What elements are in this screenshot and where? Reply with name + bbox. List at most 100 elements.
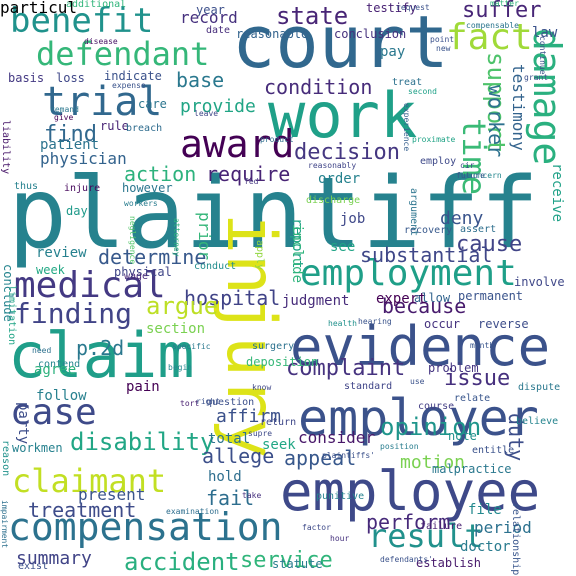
word: injure: [64, 183, 101, 194]
word: allege: [202, 444, 275, 468]
word: condition: [264, 75, 373, 99]
word: record: [180, 8, 238, 27]
word: trial: [42, 79, 163, 125]
word: surgery: [252, 341, 295, 352]
word: tort: [180, 399, 200, 408]
word: supre: [248, 429, 273, 438]
word: base: [176, 68, 225, 92]
word: assert: [460, 224, 497, 235]
word: compensation: [8, 505, 283, 549]
word: disability: [70, 428, 215, 456]
word: cause: [456, 232, 523, 257]
word: patient: [40, 137, 100, 153]
word: provide: [180, 96, 256, 117]
word: seek: [262, 437, 296, 453]
word: follow: [36, 388, 87, 404]
word: perform: [366, 510, 451, 534]
word: disease: [84, 37, 118, 46]
word: plaintiffs': [322, 451, 375, 460]
word: fact: [446, 17, 533, 58]
word: pay: [380, 44, 406, 60]
word: request: [396, 3, 430, 12]
word: cir: [460, 161, 475, 170]
word: allow: [414, 291, 451, 305]
word: point: [430, 35, 455, 44]
word: conduct: [194, 261, 237, 272]
word: defendants': [380, 555, 433, 564]
word: new: [436, 44, 451, 53]
word: include: [289, 224, 305, 284]
word: benefit: [10, 1, 154, 41]
word: employment: [300, 253, 517, 294]
word: deposition: [246, 355, 319, 369]
word: hour: [330, 534, 350, 543]
word: consider: [298, 428, 376, 447]
word: expense: [112, 81, 146, 90]
word: date: [206, 25, 231, 36]
word: thus: [14, 181, 39, 192]
word: p.2d: [76, 336, 125, 360]
word: evidence: [290, 315, 551, 378]
word: employee: [280, 460, 541, 523]
word: because: [382, 294, 467, 318]
word: present: [78, 485, 146, 504]
word: conclude: [1, 264, 15, 322]
word: reason: [0, 440, 11, 477]
word: compensable: [466, 21, 519, 30]
word: substantial: [360, 243, 493, 267]
word: grant: [524, 73, 549, 82]
word: impairment: [0, 500, 9, 549]
word: fail: [206, 486, 255, 510]
word: plaintiff: [8, 157, 540, 271]
word: prior: [195, 212, 214, 261]
word: worker: [484, 85, 508, 158]
word: particul: [0, 0, 78, 17]
word: award: [180, 122, 295, 166]
word: use: [410, 377, 425, 386]
word: negligence: [128, 216, 137, 265]
word: court: [232, 0, 449, 84]
word: examination: [166, 507, 219, 516]
word: state: [276, 2, 349, 30]
word: question: [206, 397, 255, 408]
word: doctor: [460, 539, 511, 555]
word: concern: [468, 171, 502, 180]
word: judgment: [282, 293, 350, 309]
word: treat: [392, 77, 423, 88]
word: medical: [14, 265, 166, 306]
word: begin: [168, 363, 193, 372]
word: factor: [302, 523, 331, 532]
word: party: [15, 402, 31, 445]
word: treatment: [28, 498, 137, 522]
word: permanent: [458, 289, 524, 303]
word: conclusion: [334, 27, 407, 41]
word: discharge: [306, 195, 361, 206]
word: case: [10, 392, 97, 433]
word: second: [408, 87, 437, 96]
word: statute: [272, 557, 323, 571]
word: see: [330, 239, 356, 255]
word: care: [138, 97, 167, 111]
word: involve: [514, 275, 565, 289]
word: however: [122, 181, 173, 195]
word: reverse: [478, 317, 529, 331]
word: right: [196, 397, 221, 406]
word: claimant: [12, 462, 167, 500]
word: return: [260, 417, 297, 428]
word: decision: [294, 140, 400, 165]
word: hospital: [184, 286, 281, 310]
word: job: [340, 211, 366, 227]
word: law: [532, 25, 558, 41]
word: affirm: [216, 406, 282, 427]
word: reasonably: [308, 161, 357, 170]
word: course: [418, 401, 455, 412]
word: employer: [298, 389, 539, 447]
word: indicate: [104, 69, 162, 83]
word: basis: [8, 71, 45, 85]
word: entitle: [472, 445, 515, 456]
word: exist: [18, 561, 49, 572]
word: workers: [124, 199, 158, 208]
word: hearing: [358, 317, 392, 326]
word: defendant: [36, 35, 210, 73]
